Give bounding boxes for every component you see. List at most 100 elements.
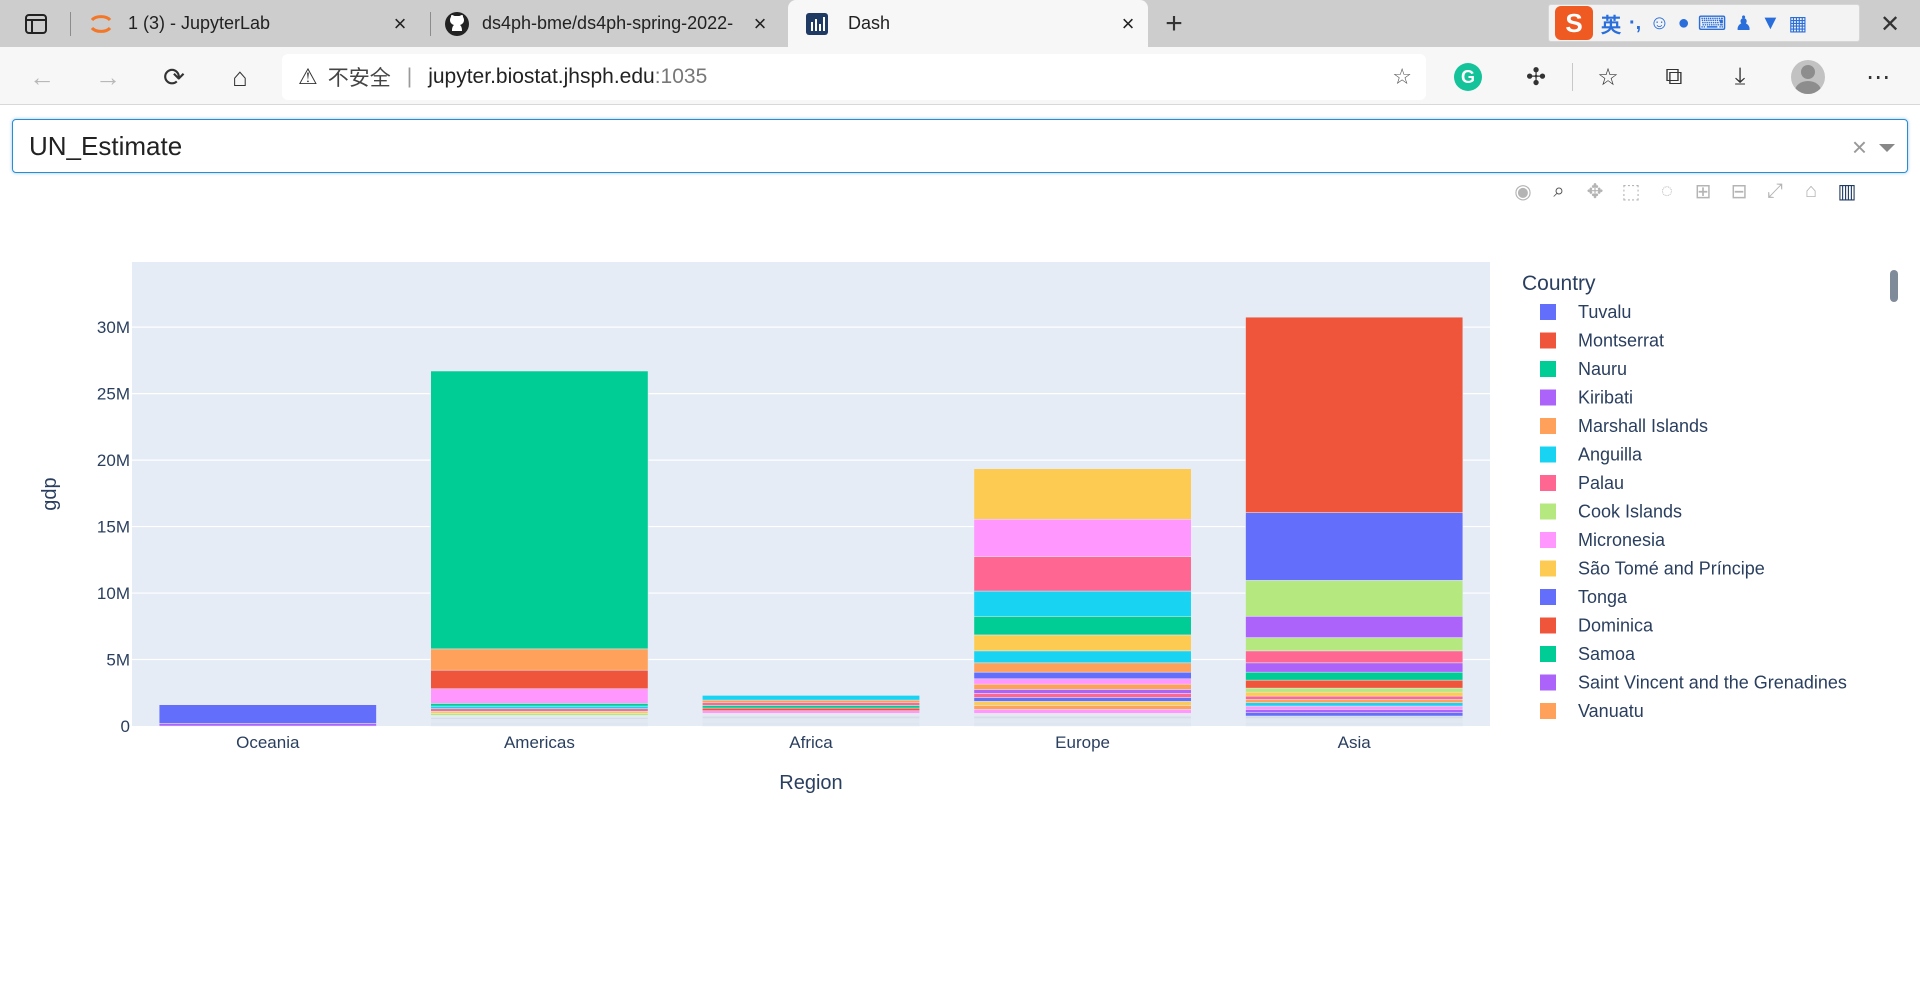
downloads-icon[interactable]: ⤓ bbox=[1734, 63, 1746, 90]
bar-segment[interactable] bbox=[973, 713, 1192, 717]
legend-item[interactable]: Samoa bbox=[1540, 644, 1636, 664]
bar-segment[interactable] bbox=[1245, 616, 1464, 638]
tab-actions-icon[interactable] bbox=[14, 6, 58, 42]
emoji-icon[interactable]: ☺ bbox=[1649, 11, 1670, 34]
extensions-icon[interactable]: ✣ bbox=[1525, 63, 1547, 91]
close-tab-icon[interactable]: × bbox=[393, 11, 407, 36]
more-menu-icon[interactable]: ⋯ bbox=[1866, 63, 1890, 91]
bar-segment[interactable] bbox=[430, 688, 649, 704]
bar-segment[interactable] bbox=[702, 695, 920, 701]
microphone-icon[interactable]: ● bbox=[1677, 11, 1690, 34]
reload-icon[interactable]: ⟳ bbox=[163, 61, 185, 92]
bar-segment[interactable] bbox=[973, 662, 1192, 673]
tab-github[interactable]: ds4ph-bme/ds4ph-spring-2022- × bbox=[440, 0, 780, 47]
bar-segment[interactable] bbox=[973, 689, 1192, 694]
bar-segment[interactable] bbox=[1245, 695, 1464, 700]
bar-segment[interactable] bbox=[430, 708, 649, 712]
box-select-icon[interactable]: ⬚ bbox=[1621, 180, 1641, 203]
security-label[interactable]: 不安全 bbox=[327, 67, 391, 90]
punctuation-icon[interactable]: ·, bbox=[1629, 11, 1642, 34]
bar-segment[interactable] bbox=[973, 705, 1192, 710]
grammarly-extension-icon[interactable]: G bbox=[1448, 57, 1488, 97]
bar-segment[interactable] bbox=[158, 704, 377, 724]
bar-segment[interactable] bbox=[1245, 715, 1464, 719]
bar-segment[interactable] bbox=[702, 699, 920, 703]
legend-item[interactable]: Palau bbox=[1540, 473, 1624, 493]
bar-segment[interactable] bbox=[702, 707, 920, 711]
bar-segment[interactable] bbox=[973, 701, 1192, 706]
warning-icon[interactable]: ⚠ bbox=[298, 64, 318, 89]
bar-segment[interactable] bbox=[973, 650, 1192, 664]
back-arrow-icon[interactable]: ← bbox=[29, 61, 55, 92]
bar-segment[interactable] bbox=[702, 721, 920, 727]
bar-segment[interactable] bbox=[1245, 662, 1464, 673]
bar-segment[interactable] bbox=[973, 519, 1192, 557]
grid-menu-icon[interactable]: ▦ bbox=[1788, 12, 1808, 35]
bar-segment[interactable] bbox=[702, 702, 920, 706]
bar-segment[interactable] bbox=[158, 723, 377, 727]
legend-item[interactable]: Tuvalu bbox=[1540, 302, 1631, 322]
bar-segment[interactable] bbox=[1245, 580, 1464, 617]
bar-segment[interactable] bbox=[430, 705, 649, 709]
bar-segment[interactable] bbox=[1245, 712, 1464, 717]
bar-segment[interactable] bbox=[702, 705, 920, 709]
bar-segment[interactable] bbox=[1245, 316, 1464, 513]
profile-avatar[interactable] bbox=[1788, 57, 1828, 97]
pan-icon[interactable]: ✥ bbox=[1586, 180, 1604, 203]
window-close-icon[interactable]: ✕ bbox=[1879, 10, 1901, 38]
forward-arrow-icon[interactable]: → bbox=[95, 61, 121, 92]
bar-segment[interactable] bbox=[973, 697, 1192, 702]
indicator-dropdown[interactable]: UN_Estimate × bbox=[12, 119, 1908, 173]
legend-item[interactable]: Saint Vincent and the Grenadines bbox=[1540, 673, 1847, 693]
legend-item[interactable]: Tonga bbox=[1540, 587, 1628, 607]
zoom-out-icon[interactable]: ⊟ bbox=[1730, 180, 1748, 203]
tab-jupyterlab[interactable]: 1 (3) - JupyterLab × bbox=[80, 0, 420, 47]
bar-segment[interactable] bbox=[973, 556, 1192, 592]
bar-segment[interactable] bbox=[1245, 709, 1464, 713]
address-bar[interactable]: ⚠ 不安全 | jupyter.biostat.jhsph.edu :1035 … bbox=[282, 54, 1426, 100]
legend-item[interactable]: Nauru bbox=[1540, 359, 1627, 379]
bar-segment[interactable] bbox=[1245, 721, 1464, 727]
close-tab-icon[interactable]: × bbox=[753, 11, 767, 36]
keyboard-icon[interactable]: ⌨ bbox=[1697, 12, 1727, 35]
bar-segment[interactable] bbox=[702, 715, 920, 719]
legend-scrollbar[interactable] bbox=[1890, 270, 1898, 302]
bar-segment[interactable] bbox=[430, 717, 649, 720]
bar-segment[interactable] bbox=[1245, 637, 1464, 652]
reset-axes-icon[interactable]: ⌂ bbox=[1804, 179, 1818, 202]
bar-segment[interactable] bbox=[1245, 718, 1464, 723]
bar-segment[interactable] bbox=[702, 718, 920, 723]
bar-segment[interactable] bbox=[430, 669, 649, 690]
bar-segment[interactable] bbox=[1245, 650, 1464, 664]
bar-segment[interactable] bbox=[973, 693, 1192, 698]
bar-segment[interactable] bbox=[973, 683, 1192, 690]
bar-segment[interactable] bbox=[702, 710, 920, 714]
chevron-down-icon[interactable] bbox=[1879, 144, 1895, 152]
camera-icon[interactable]: ◉ bbox=[1514, 180, 1532, 203]
bar-segment[interactable] bbox=[1245, 699, 1464, 703]
bar-segment[interactable] bbox=[702, 713, 920, 717]
legend-item[interactable]: Micronesia bbox=[1540, 530, 1666, 550]
bar-segment[interactable] bbox=[1245, 512, 1464, 581]
bar-segment[interactable] bbox=[1245, 702, 1464, 707]
sogou-logo-icon[interactable]: S bbox=[1555, 6, 1593, 40]
legend-item[interactable]: Kiribati bbox=[1540, 388, 1633, 408]
bar-segment[interactable] bbox=[1245, 687, 1464, 693]
bar-segment[interactable] bbox=[973, 709, 1192, 714]
bar-segment[interactable] bbox=[430, 715, 649, 718]
legend-item[interactable]: Anguilla bbox=[1540, 445, 1643, 465]
new-tab-icon[interactable]: + bbox=[1165, 7, 1183, 40]
bar-segment[interactable] bbox=[973, 721, 1192, 727]
autoscale-icon[interactable]: ⤢ bbox=[1767, 179, 1783, 202]
legend-item[interactable]: Marshall Islands bbox=[1540, 416, 1708, 436]
bar-segment[interactable] bbox=[430, 703, 649, 707]
bar-segment[interactable] bbox=[430, 713, 649, 716]
bar-segment[interactable] bbox=[973, 715, 1192, 719]
bar-segment[interactable] bbox=[973, 616, 1192, 636]
legend-item[interactable]: Montserrat bbox=[1540, 331, 1664, 351]
ime-language-indicator[interactable]: 英 bbox=[1601, 14, 1621, 37]
bar-segment[interactable] bbox=[430, 648, 649, 671]
shirt-icon[interactable]: ▼ bbox=[1760, 11, 1781, 34]
bar-segment[interactable] bbox=[430, 721, 649, 727]
bar-segment[interactable] bbox=[1245, 679, 1464, 689]
